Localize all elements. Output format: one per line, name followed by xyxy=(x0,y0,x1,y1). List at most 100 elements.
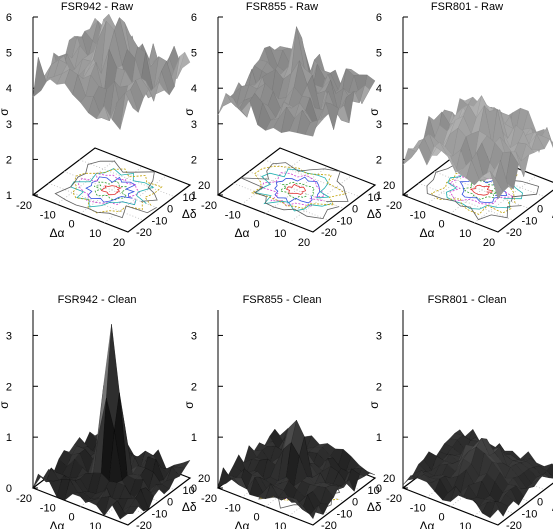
z-tick-label: 1 xyxy=(191,432,197,444)
contour-line xyxy=(85,176,137,203)
x-tick-label: -10 xyxy=(225,502,241,514)
grid-line xyxy=(449,159,545,198)
contour-line xyxy=(100,185,122,196)
y-axis-label: Δδ xyxy=(367,207,382,221)
surface-panel: FSR801 - Clean0123σ-20-1001020Δα-20-1001… xyxy=(367,294,553,529)
z-tick-label: 6 xyxy=(191,12,197,24)
z-tick-label: 6 xyxy=(376,12,382,24)
y-tick-label: -20 xyxy=(506,520,522,529)
base-plane xyxy=(31,147,192,233)
panel-title: FSR855 - Clean xyxy=(243,294,322,306)
z-axis-label: σ xyxy=(0,401,11,409)
z-tick-label: 3 xyxy=(191,330,197,342)
contour-line xyxy=(251,165,347,209)
contour-line xyxy=(462,179,499,200)
panel-title: FSR855 - Raw xyxy=(246,1,318,13)
grid-line xyxy=(63,171,160,209)
grid-line xyxy=(426,156,489,205)
y-tick-label: 10 xyxy=(368,192,380,204)
x-tick-label: 10 xyxy=(274,521,286,529)
z-axis-label: σ xyxy=(182,401,196,409)
z-tick-label: 2 xyxy=(376,154,382,166)
grid-line xyxy=(241,156,304,205)
y-tick-label: 0 xyxy=(352,204,358,216)
z-tick-label: 3 xyxy=(376,330,382,342)
surface-facet xyxy=(489,171,504,200)
z-tick-label: 0 xyxy=(191,483,197,495)
y-tick-label: 0 xyxy=(352,497,358,509)
z-tick-label: 1 xyxy=(6,432,12,444)
contour-line xyxy=(274,176,321,204)
y-tick-label: 0 xyxy=(537,204,543,216)
x-tick-label: 0 xyxy=(438,219,444,231)
x-tick-label: -10 xyxy=(225,209,241,221)
grid-line xyxy=(265,459,328,507)
x-tick-label: 10 xyxy=(89,228,101,240)
contour-line xyxy=(261,172,325,207)
x-tick-label: 10 xyxy=(459,521,471,529)
z-axis-label: σ xyxy=(367,108,381,116)
y-tick-label: 10 xyxy=(368,485,380,497)
y-axis-label: Δδ xyxy=(367,500,382,514)
z-tick-label: 2 xyxy=(6,154,12,166)
grid-line xyxy=(474,175,537,224)
x-tick-label: -10 xyxy=(40,502,56,514)
z-tick-label: 3 xyxy=(6,330,12,342)
grid-line xyxy=(80,166,143,214)
x-tick-label: 20 xyxy=(113,237,125,249)
z-tick-label: 2 xyxy=(376,381,382,393)
grid-line xyxy=(289,468,352,517)
z-tick-label: 6 xyxy=(6,12,12,24)
y-tick-label: 0 xyxy=(537,497,543,509)
contour-line xyxy=(279,181,316,200)
base-plane xyxy=(216,147,377,233)
x-axis-label: Δα xyxy=(420,226,435,240)
z-axis-label: σ xyxy=(367,401,381,409)
surface-facet xyxy=(304,505,319,520)
surface-facet xyxy=(32,57,47,98)
y-tick-label: -10 xyxy=(337,508,353,520)
surface-facet xyxy=(119,92,134,130)
y-tick-label: 10 xyxy=(183,485,195,497)
z-tick-label: 2 xyxy=(191,154,197,166)
x-tick-label: 20 xyxy=(298,237,310,249)
surface-panel: FSR801 - Raw123456σ-20-1001020Δα-20-1001… xyxy=(367,1,553,249)
contour-line xyxy=(72,168,163,214)
x-tick-label: 0 xyxy=(68,219,74,231)
z-tick-label: 4 xyxy=(191,83,197,95)
panel-title: FSR801 - Clean xyxy=(428,294,507,306)
contour-line xyxy=(469,184,493,196)
panel-title: FSR942 - Clean xyxy=(58,294,137,306)
x-tick-label: 20 xyxy=(483,237,495,249)
x-tick-label: -20 xyxy=(201,200,217,212)
x-axis-label: Δα xyxy=(235,226,250,240)
z-tick-label: 2 xyxy=(191,381,197,393)
grid-line xyxy=(433,171,530,209)
y-tick-label: -20 xyxy=(321,520,337,529)
y-tick-label: -10 xyxy=(152,508,168,520)
z-tick-label: 3 xyxy=(376,119,382,131)
x-tick-label: 10 xyxy=(459,228,471,240)
y-tick-label: -20 xyxy=(136,520,152,529)
surface-facet xyxy=(304,119,319,137)
surface-panel: FSR942 - Raw123456σ-20-1001020Δα-20-1001… xyxy=(0,1,210,249)
surface-facet xyxy=(217,467,232,488)
y-tick-label: 20 xyxy=(383,180,395,192)
z-tick-label: 5 xyxy=(191,48,197,60)
contour-line xyxy=(426,162,540,221)
z-tick-label: 1 xyxy=(6,190,12,202)
z-tick-label: 3 xyxy=(191,119,197,131)
y-axis-label: Δδ xyxy=(552,500,553,514)
x-axis-label: Δα xyxy=(50,519,65,529)
y-axis-label: Δδ xyxy=(182,207,197,221)
z-tick-label: 5 xyxy=(376,48,382,60)
y-tick-label: -10 xyxy=(522,508,538,520)
y-tick-label: -20 xyxy=(506,227,522,239)
z-tick-label: 3 xyxy=(6,119,12,131)
surface-facet xyxy=(119,513,134,520)
y-axis-label: Δδ xyxy=(552,207,553,221)
z-tick-label: 0 xyxy=(6,483,12,495)
x-tick-label: 10 xyxy=(89,521,101,529)
contour-line xyxy=(254,168,332,212)
